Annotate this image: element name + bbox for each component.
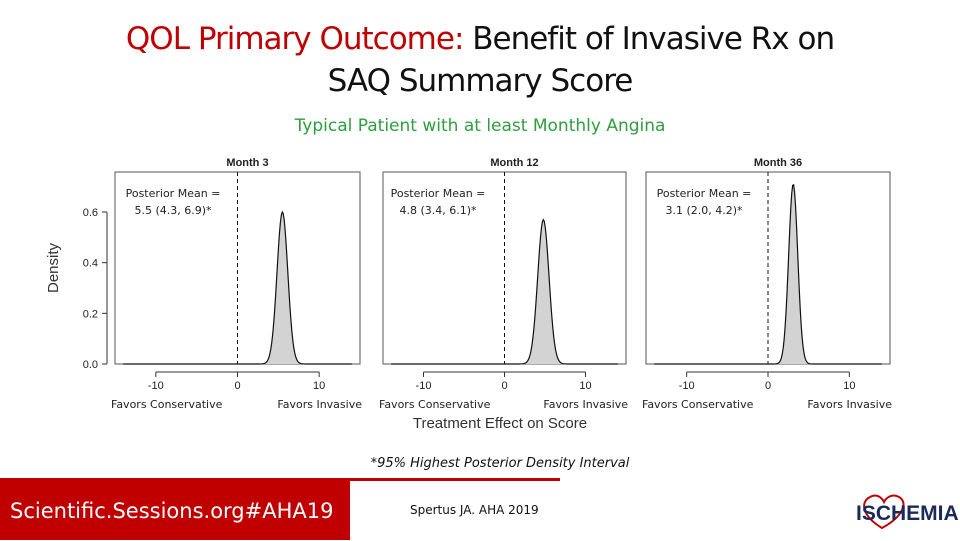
logo-text: ISCHEMIA [856, 502, 959, 525]
favors-conservative-label: Favors Conservative [642, 398, 754, 411]
title-rest: Benefit of Invasive Rx on [463, 21, 835, 57]
favors-conservative-label: Favors Conservative [111, 398, 223, 411]
title-highlight: QOL Primary Outcome: [125, 21, 464, 57]
slide-title: QOL Primary Outcome: Benefit of Invasive… [0, 18, 960, 102]
favors-invasive-label: Favors Invasive [277, 398, 362, 411]
y-axis-label: Density [45, 242, 62, 293]
x-tick-label: 10 [313, 380, 325, 392]
footnote: *95% Highest Posterior Density Interval [370, 456, 630, 471]
panel-title: Month 3 [226, 157, 268, 169]
posterior-mean-value: 5.5 (4.3, 6.9)* [134, 204, 212, 217]
citation: Spertus JA. AHA 2019 [410, 503, 539, 517]
favors-invasive-label: Favors Invasive [807, 398, 892, 411]
x-tick-label: -10 [148, 380, 164, 392]
posterior-mean-value: 4.8 (3.4, 6.1)* [399, 204, 477, 217]
x-tick-label: 0 [234, 380, 240, 392]
x-axis-label: Treatment Effect on Score [413, 415, 587, 432]
favors-invasive-label: Favors Invasive [543, 398, 628, 411]
y-tick-label: 0.2 [83, 308, 98, 320]
x-tick-label: -10 [416, 380, 432, 392]
panel-title: Month 36 [754, 157, 802, 169]
footer-divider [0, 478, 560, 481]
density-chart: Density 0.0 0.2 0.4 0.6 Month 3 -10 0 10 Posterio… [45, 157, 892, 432]
footer-banner: Scientific.Sessions.org#AHA19 [0, 481, 350, 540]
heart-icon [863, 494, 905, 530]
y-tick-label: 0.6 [83, 207, 98, 219]
x-tick-label: 10 [843, 380, 855, 392]
posterior-mean-value: 3.1 (2.0, 4.2)* [665, 204, 743, 217]
ischemia-logo: ISCHEMIA [852, 488, 959, 536]
posterior-mean-label: Posterior Mean = [391, 187, 486, 200]
panel-title: Month 12 [490, 157, 538, 169]
title-line2: SAQ Summary Score [327, 63, 634, 99]
y-tick-label: 0.0 [83, 359, 98, 371]
favors-conservative-label: Favors Conservative [379, 398, 491, 411]
slide-subtitle: Typical Patient with at least Monthly An… [294, 116, 666, 136]
footer-hashtag: Scientific.Sessions.org#AHA19 [10, 499, 334, 523]
x-tick-label: 10 [579, 380, 591, 392]
y-tick-label: 0.4 [83, 258, 98, 270]
posterior-mean-label: Posterior Mean = [657, 187, 752, 200]
x-tick-label: 0 [765, 380, 771, 392]
posterior-mean-label: Posterior Mean = [126, 187, 221, 200]
x-tick-label: -10 [679, 380, 695, 392]
x-tick-label: 0 [501, 380, 507, 392]
